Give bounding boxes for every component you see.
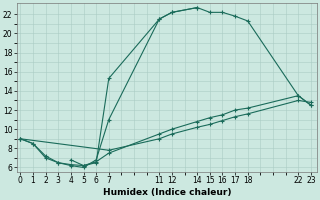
X-axis label: Humidex (Indice chaleur): Humidex (Indice chaleur) — [103, 188, 231, 197]
